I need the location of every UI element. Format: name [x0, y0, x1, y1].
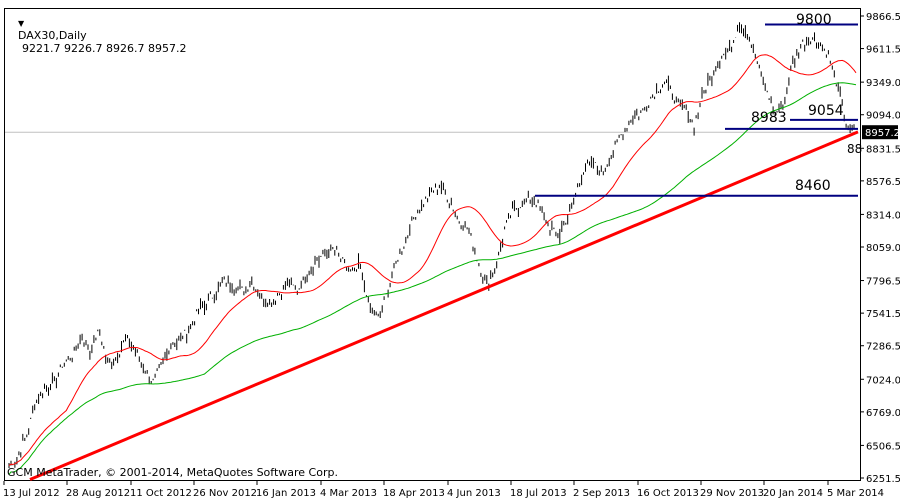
price-tick-label: 6769.0 — [866, 408, 900, 419]
price-tick-label: 9866.5 — [866, 12, 900, 23]
chart-title: ▼ DAX30,Daily 9221.7 9226.7 8926.7 8957.… — [4, 3, 186, 68]
price-tick-label: 9349.0 — [866, 78, 900, 89]
date-tick-label: 28 Aug 2012 — [66, 488, 130, 499]
date-tick-label: 16 Jan 2013 — [256, 488, 316, 499]
horizontal-levels[interactable]: 9800 9054 8983 8460 88 — [535, 12, 862, 197]
ohlc-values: 9221.7 9226.7 8926.7 8957.2 — [22, 42, 187, 55]
date-tick-label: 5 Mar 2014 — [827, 488, 884, 499]
date-tick-label: 18 Jul 2013 — [510, 488, 567, 499]
price-tick-label: 7541.5 — [866, 309, 900, 320]
moving-average-slow — [8, 82, 857, 475]
price-tick-label: 8059.0 — [866, 243, 900, 254]
current-price-badge — [862, 125, 898, 140]
ohlc-bars — [8, 22, 857, 469]
price-tick-label: 6506.5 — [866, 441, 900, 452]
price-tick-label: 7024.0 — [866, 375, 900, 386]
current-price-label: 8957.2 — [865, 128, 900, 139]
date-tick-label: 20 Jan 2014 — [763, 488, 823, 499]
symbol-label: DAX30,Daily — [18, 29, 87, 42]
date-tick-label: 13 Jul 2012 — [3, 488, 60, 499]
triangle-down-icon[interactable]: ▼ — [18, 19, 25, 28]
partial-price-label: 88 — [847, 142, 862, 156]
date-tick-label: 2 Sep 2013 — [573, 488, 630, 499]
date-tick-label: 18 Apr 2013 — [383, 488, 445, 499]
price-tick-label: 8831.5 — [866, 144, 900, 155]
price-tick-label: 9611.5 — [866, 45, 900, 56]
date-tick-label: 11 Oct 2012 — [130, 488, 192, 499]
date-tick-label: 26 Nov 2012 — [193, 488, 257, 499]
price-tick-label: 9094.0 — [866, 111, 900, 122]
price-tick-label: 8314.0 — [866, 210, 900, 221]
price-axis[interactable]: 9866.5 9611.5 9349.0 9094.0 8831.5 8576.5 8314… — [860, 12, 900, 485]
time-axis[interactable]: 13 Jul 2012 28 Aug 2012 11 Oct 2012 26 Nov … — [3, 481, 884, 499]
price-tick-label: 8576.5 — [866, 177, 900, 188]
date-tick-label: 29 Nov 2013 — [700, 488, 764, 499]
price-tick-label: 7796.5 — [866, 277, 900, 288]
moving-average-fast — [8, 54, 857, 466]
date-tick-label: 4 Mar 2013 — [320, 488, 377, 499]
copyright-notice: GCM MetaTrader, © 2001-2014, MetaQuotes … — [7, 466, 338, 479]
level-label: 8460 — [795, 178, 831, 194]
price-tick-label: 6251.5 — [866, 474, 900, 485]
price-tick-label: 7286.5 — [866, 342, 900, 353]
trendline[interactable] — [29, 130, 859, 481]
level-label: 8983 — [751, 110, 787, 126]
level-label: 9054 — [808, 103, 844, 119]
date-tick-label: 4 Jun 2013 — [447, 488, 501, 499]
date-tick-label: 16 Oct 2013 — [637, 488, 699, 499]
level-label: 9800 — [796, 12, 832, 28]
plot-border — [4, 8, 861, 481]
